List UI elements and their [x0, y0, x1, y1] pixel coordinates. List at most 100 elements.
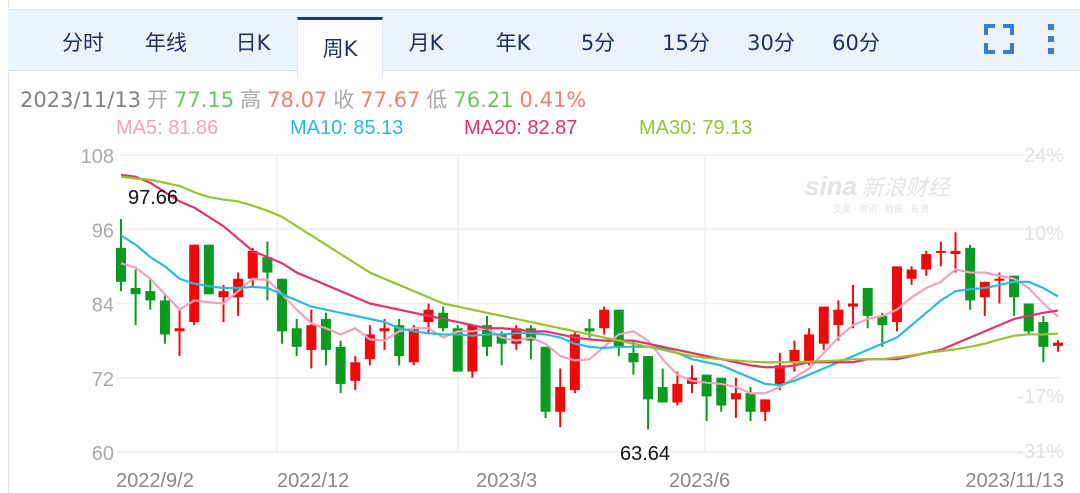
- candle[interactable]: [555, 368, 566, 428]
- candle-body: [335, 346, 346, 384]
- candle[interactable]: [467, 325, 478, 378]
- candle[interactable]: [262, 241, 273, 301]
- tab-5min[interactable]: 5分: [580, 31, 616, 55]
- candle[interactable]: [965, 244, 976, 310]
- candle-body: [525, 328, 536, 341]
- candle[interactable]: [643, 356, 654, 430]
- candle[interactable]: [291, 318, 302, 357]
- candle[interactable]: [672, 371, 683, 406]
- candle[interactable]: [247, 247, 258, 289]
- candle[interactable]: [935, 241, 946, 267]
- fullscreen-button[interactable]: [983, 23, 1015, 55]
- candle[interactable]: [862, 288, 873, 329]
- more-options-button[interactable]: [1044, 22, 1058, 56]
- candle[interactable]: [833, 300, 844, 341]
- candle[interactable]: [145, 278, 156, 310]
- candle[interactable]: [994, 272, 1005, 304]
- candle-body: [657, 387, 668, 403]
- ma5-legend: MA5: 81.86: [116, 117, 219, 139]
- candle[interactable]: [540, 346, 551, 418]
- candle[interactable]: [657, 368, 668, 403]
- y-axis-label: 84: [92, 295, 114, 317]
- candle-body: [745, 393, 756, 412]
- candle[interactable]: [950, 232, 961, 273]
- candle[interactable]: [1023, 303, 1034, 335]
- candle[interactable]: [364, 325, 375, 366]
- candle-body: [672, 383, 683, 403]
- tab-intraday[interactable]: 分时: [62, 31, 104, 55]
- x-axis-label: 2022/9/2: [116, 470, 194, 492]
- candle-body: [848, 303, 859, 307]
- candle[interactable]: [921, 250, 932, 276]
- candle[interactable]: [306, 309, 317, 369]
- tab-15min[interactable]: 15分: [662, 31, 710, 55]
- candle-body: [818, 306, 829, 344]
- candle-body: [628, 353, 639, 363]
- tab-yearly-k[interactable]: 年K: [495, 31, 531, 55]
- y-axis-pct-label: -31%: [1017, 441, 1064, 463]
- candle[interactable]: [613, 309, 624, 357]
- quote-date: 2023/11/13: [20, 88, 142, 112]
- fullscreen-icon: [984, 24, 1014, 54]
- candle[interactable]: [452, 325, 463, 372]
- candle-body: [174, 328, 185, 332]
- candle[interactable]: [877, 312, 888, 347]
- candle-body: [1023, 303, 1034, 332]
- candle-body: [891, 266, 902, 323]
- x-axis-label: 2023/3: [476, 470, 537, 492]
- watermark-cn: 新浪财经: [861, 175, 950, 200]
- tab-daily-k[interactable]: 日K: [235, 31, 271, 55]
- tab-monthly-k[interactable]: 月K: [408, 31, 444, 55]
- candle[interactable]: [277, 278, 288, 344]
- tab-30min[interactable]: 30分: [747, 31, 795, 55]
- candle[interactable]: [760, 399, 771, 422]
- candle[interactable]: [1038, 315, 1049, 363]
- candle-body: [291, 328, 302, 347]
- ma20-legend: MA20: 82.87: [464, 117, 578, 139]
- candle[interactable]: [891, 266, 902, 332]
- tab-weekly-k[interactable]: 周K: [297, 17, 383, 79]
- candle[interactable]: [116, 218, 126, 292]
- candle[interactable]: [379, 318, 390, 350]
- y-axis-pct-label: 24%: [1024, 145, 1064, 167]
- candle-body: [408, 328, 419, 363]
- candle-body: [950, 250, 961, 254]
- high-label: 高: [240, 88, 262, 112]
- candle[interactable]: [804, 328, 815, 366]
- candle-body: [467, 325, 478, 372]
- y-axis-pct-label: -17%: [1017, 386, 1064, 408]
- ma10-line: [120, 234, 1059, 387]
- candle-body: [935, 250, 946, 253]
- candle-body: [218, 291, 229, 298]
- candle-body: [804, 334, 815, 363]
- candle-body: [730, 393, 741, 400]
- tab-year-line[interactable]: 年线: [145, 31, 187, 55]
- candle[interactable]: [906, 266, 917, 285]
- change-percent: 0.41%: [519, 88, 587, 112]
- candle[interactable]: [335, 340, 346, 394]
- y-axis-label: 96: [92, 220, 114, 242]
- candle[interactable]: [818, 306, 829, 350]
- ma30-legend: MA30: 79.13: [639, 117, 753, 139]
- candle[interactable]: [394, 318, 405, 366]
- candle[interactable]: [482, 315, 493, 357]
- candle[interactable]: [774, 353, 785, 391]
- ma20-line: [120, 173, 1059, 369]
- candle[interactable]: [848, 284, 859, 329]
- candle[interactable]: [1053, 340, 1063, 352]
- candle[interactable]: [130, 269, 141, 326]
- candle[interactable]: [174, 309, 185, 357]
- candle-body: [247, 250, 258, 279]
- candle-body: [116, 247, 126, 282]
- candle[interactable]: [730, 377, 741, 418]
- candle-body: [555, 387, 566, 412]
- candle[interactable]: [159, 294, 170, 344]
- candle[interactable]: [350, 356, 361, 391]
- candle-body: [145, 291, 156, 301]
- candle[interactable]: [569, 331, 580, 394]
- tab-60min[interactable]: 60分: [832, 31, 880, 55]
- candle[interactable]: [599, 306, 610, 335]
- candle[interactable]: [320, 312, 331, 366]
- candle-body: [159, 300, 170, 335]
